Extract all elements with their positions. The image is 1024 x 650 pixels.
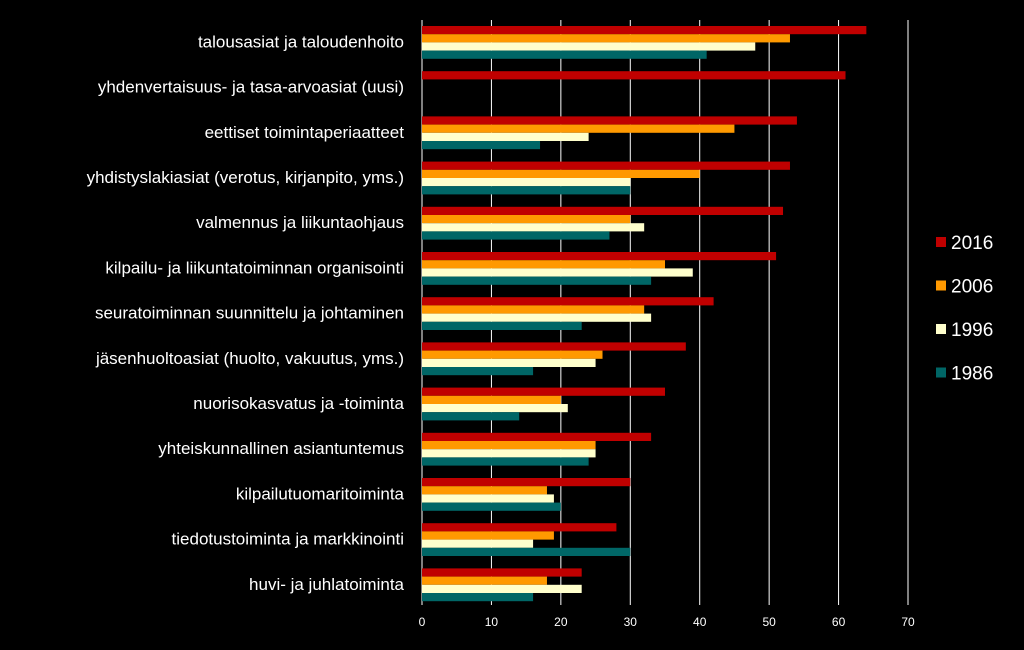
- bar-1996-0: [422, 42, 756, 51]
- bar-1996-11: [422, 539, 534, 548]
- bar-1996-3: [422, 178, 631, 187]
- x-tick-label: 40: [693, 615, 707, 629]
- bar-2006-5: [422, 260, 665, 269]
- legend-label-2006: 2006: [951, 277, 993, 298]
- x-tick-label: 20: [554, 615, 568, 629]
- category-labels: talousasiat ja taloudenhoito yhdenvertais…: [87, 32, 405, 593]
- bar-1986-12: [422, 593, 534, 602]
- category-label: yhdenvertaisuus- ja tasa-arvoasiat (uusi…: [98, 78, 404, 97]
- legend-swatch-2006: [936, 280, 946, 291]
- x-tick-label: 0: [419, 615, 426, 629]
- x-axis-ticks: 0 10 20 30 40 50 60 70: [419, 615, 915, 629]
- bar-1986-11: [422, 547, 631, 556]
- x-tick-label: 70: [901, 615, 915, 629]
- bar-2006-4: [422, 215, 631, 224]
- bar-2006-10: [422, 486, 547, 495]
- category-label: jäsenhuoltoasiat (huolto, vakuutus, yms.…: [95, 349, 404, 368]
- bar-2016-1: [422, 71, 846, 80]
- x-tick-label: 10: [485, 615, 499, 629]
- bar-2016-12: [422, 568, 582, 577]
- bar-1986-9: [422, 457, 589, 466]
- category-label: seuratoiminnan suunnittelu ja johtaminen: [95, 304, 404, 323]
- bar-2006-12: [422, 576, 547, 585]
- legend-label-1986: 1986: [951, 364, 993, 385]
- category-label: kilpailutuomaritoiminta: [236, 484, 405, 503]
- bar-1996-10: [422, 494, 554, 503]
- bar-1986-4: [422, 231, 610, 240]
- legend-swatch-2016: [936, 237, 946, 247]
- category-label: eettiset toimintaperiaatteet: [205, 123, 405, 142]
- bar-2006-11: [422, 531, 554, 540]
- bar-2006-7: [422, 350, 603, 359]
- bar-2016-8: [422, 387, 665, 396]
- category-label: tiedotustoiminta ja markkinointi: [172, 530, 404, 549]
- bar-2006-0: [422, 34, 790, 43]
- bar-1996-6: [422, 313, 652, 322]
- bar-2006-9: [422, 441, 596, 450]
- bar-1996-8: [422, 404, 568, 413]
- bar-1986-5: [422, 276, 652, 285]
- category-label: huvi- ja juhlatoiminta: [249, 575, 405, 594]
- bar-1996-7: [422, 358, 596, 367]
- category-label: yhteiskunnallinen asiantuntemus: [158, 439, 404, 458]
- bar-2016-2: [422, 116, 797, 125]
- bar-1986-3: [422, 186, 631, 195]
- legend-swatch-1986: [936, 367, 946, 378]
- bars: [422, 26, 867, 602]
- category-label: kilpailu- ja liikuntatoiminnan organisoi…: [105, 258, 404, 277]
- bar-2006-8: [422, 395, 561, 404]
- bar-1996-4: [422, 223, 645, 232]
- bar-2016-0: [422, 26, 867, 35]
- bar-1986-6: [422, 321, 582, 330]
- bar-1996-2: [422, 132, 589, 141]
- legend-swatch-1996: [936, 324, 946, 334]
- category-label: yhdistyslakiasiat (verotus, kirjanpito, …: [87, 168, 404, 187]
- bar-2016-10: [422, 478, 631, 487]
- legend: 2016 2006 1996 1986: [936, 233, 993, 385]
- bar-2016-7: [422, 342, 686, 351]
- bar-1996-12: [422, 584, 582, 593]
- bar-2016-6: [422, 297, 714, 306]
- legend-label-2016: 2016: [951, 233, 993, 254]
- category-label: valmennus ja liikuntaohjaus: [196, 213, 404, 232]
- bar-1986-10: [422, 502, 561, 511]
- bar-1986-2: [422, 141, 541, 150]
- bar-2016-3: [422, 161, 790, 170]
- legend-label-1996: 1996: [951, 320, 993, 341]
- bar-1986-8: [422, 412, 520, 421]
- x-tick-label: 50: [762, 615, 776, 629]
- bar-2006-6: [422, 305, 645, 314]
- bar-2006-2: [422, 124, 735, 133]
- bar-2016-5: [422, 252, 777, 261]
- bar-1996-9: [422, 449, 596, 458]
- bar-2016-4: [422, 206, 784, 215]
- bar-2006-3: [422, 169, 700, 178]
- bar-1986-0: [422, 50, 707, 59]
- bar-2016-9: [422, 432, 652, 441]
- bar-2016-11: [422, 523, 617, 532]
- category-label: talousasiat ja taloudenhoito: [198, 32, 404, 51]
- category-label: nuorisokasvatus ja -toiminta: [193, 394, 404, 413]
- x-tick-label: 30: [624, 615, 638, 629]
- bar-1986-7: [422, 367, 534, 376]
- bar-1996-5: [422, 268, 693, 277]
- x-tick-label: 60: [832, 615, 846, 629]
